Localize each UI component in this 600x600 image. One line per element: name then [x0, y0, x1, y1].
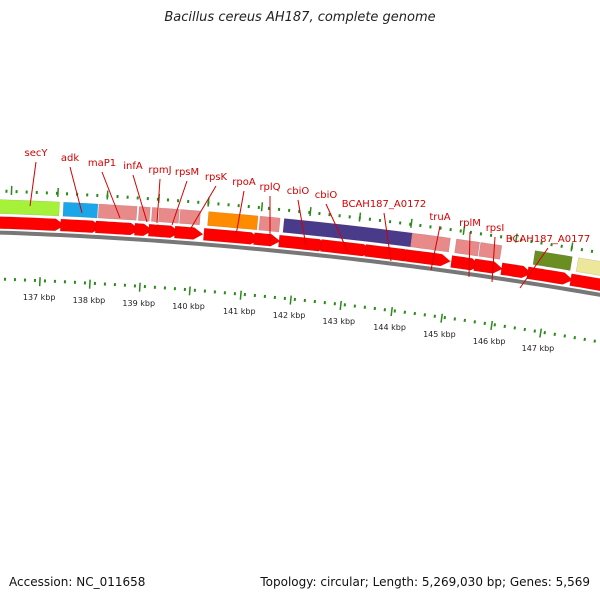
gene-label-cbio-1[interactable]: cbiO: [286, 186, 310, 197]
leader-line: [190, 185, 217, 229]
leader-line: [430, 225, 441, 271]
outer-tick: [590, 249, 594, 253]
inner-major-tick: [188, 286, 191, 296]
genome-summary-text: Topology: circular; Length: 5,269,030 bp…: [260, 575, 590, 589]
leader-line: [297, 199, 307, 247]
gene-label-cbio-2[interactable]: cbiO: [314, 190, 338, 201]
cds-arrow: [473, 258, 504, 274]
leader-line: [519, 247, 549, 289]
cds-arrow: [569, 273, 600, 292]
leader-line: [29, 161, 37, 207]
gene-label-rpsi[interactable]: rpsI: [485, 223, 505, 234]
leader-line: [171, 180, 188, 226]
inner-tick: [583, 337, 586, 342]
inner-major-tick: [440, 313, 444, 323]
gene-label-rpoa[interactable]: rpoA: [232, 177, 256, 188]
tick-label: 143 kbp: [322, 316, 356, 326]
feature-adk: [62, 201, 99, 219]
leader-line: [491, 236, 496, 283]
tick-label: 137 kbp: [22, 293, 56, 303]
cds-arrow: [133, 223, 154, 237]
inner-major-tick: [239, 290, 242, 300]
gene-label-trua[interactable]: truA: [429, 212, 451, 223]
tick-label: 147 kbp: [521, 344, 555, 354]
leader-line: [69, 166, 83, 214]
inner-major-tick: [289, 295, 292, 305]
leader-line: [156, 178, 161, 224]
cds-arrow: [404, 249, 451, 267]
gene-label-infa[interactable]: infA: [123, 161, 143, 172]
leader-line: [132, 174, 148, 223]
gene-label-adk[interactable]: adk: [60, 153, 80, 164]
cds-arrow: [500, 262, 533, 279]
outer-major-tick: [358, 212, 362, 222]
inner-tick: [573, 336, 576, 340]
leader-line: [101, 171, 121, 219]
feature-rpoa: [207, 211, 259, 231]
tick-label: 139 kbp: [122, 298, 156, 308]
cds-arrow: [526, 266, 574, 285]
outer-major-tick: [106, 190, 109, 200]
gene-label-bcah187-a0177[interactable]: BCAH187_A0177: [505, 234, 591, 245]
tick-label: 145 kbp: [423, 329, 456, 339]
gene-label-bcah187-a0172[interactable]: BCAH187_A0172: [341, 199, 427, 210]
cds-arrow: [253, 232, 281, 247]
gene-label-rplq[interactable]: rplQ: [259, 182, 281, 193]
inner-major-tick: [390, 307, 393, 317]
outer-major-tick: [462, 225, 466, 235]
leader-line: [468, 231, 471, 278]
tick-label: 141 kbp: [222, 306, 256, 316]
gene-label-rplm[interactable]: rplM: [459, 218, 481, 229]
tick-label: 146 kbp: [472, 336, 506, 346]
outer-major-tick: [260, 202, 264, 212]
outer-major-tick: [309, 207, 312, 217]
cds-arrow: [173, 225, 204, 240]
inner-major-tick: [138, 282, 141, 292]
gene-label-map1[interactable]: maP1: [87, 158, 117, 169]
gene-label-rpsk[interactable]: rpsK: [204, 172, 228, 183]
tick-label: 144 kbp: [373, 322, 406, 332]
leader-line: [325, 203, 349, 253]
feature-secy: [0, 199, 60, 217]
inner-tick: [593, 339, 596, 343]
feature-rplm: [454, 238, 481, 257]
inner-major-tick: [539, 328, 543, 338]
accession-text: Accession: NC_011658: [9, 575, 146, 589]
tick-label: 142 kbp: [272, 311, 306, 321]
inner-major-tick: [339, 300, 342, 311]
outer-major-tick: [570, 242, 574, 252]
cds-arrow: [0, 216, 66, 232]
gene-label-rpsm[interactable]: rpsM: [174, 167, 200, 178]
leader-line: [383, 212, 392, 262]
tick-label: 138 kbp: [72, 295, 106, 305]
feature-rpsi: [478, 242, 503, 260]
outer-major-tick: [410, 218, 413, 228]
outer-major-tick: [514, 233, 518, 243]
feature-yellow: [575, 257, 600, 276]
inner-major-tick: [490, 320, 494, 330]
map-title: Bacillus cereus AH187, complete genome: [164, 10, 436, 25]
feature-bcah187-a0172: [410, 232, 451, 253]
gene-label-secy[interactable]: secY: [24, 148, 48, 159]
backbone-arc: [0, 230, 600, 297]
tick-label: 140 kbp: [172, 302, 205, 312]
leader-line: [235, 190, 245, 236]
gene-label-rpmj[interactable]: rpmJ: [148, 165, 172, 176]
